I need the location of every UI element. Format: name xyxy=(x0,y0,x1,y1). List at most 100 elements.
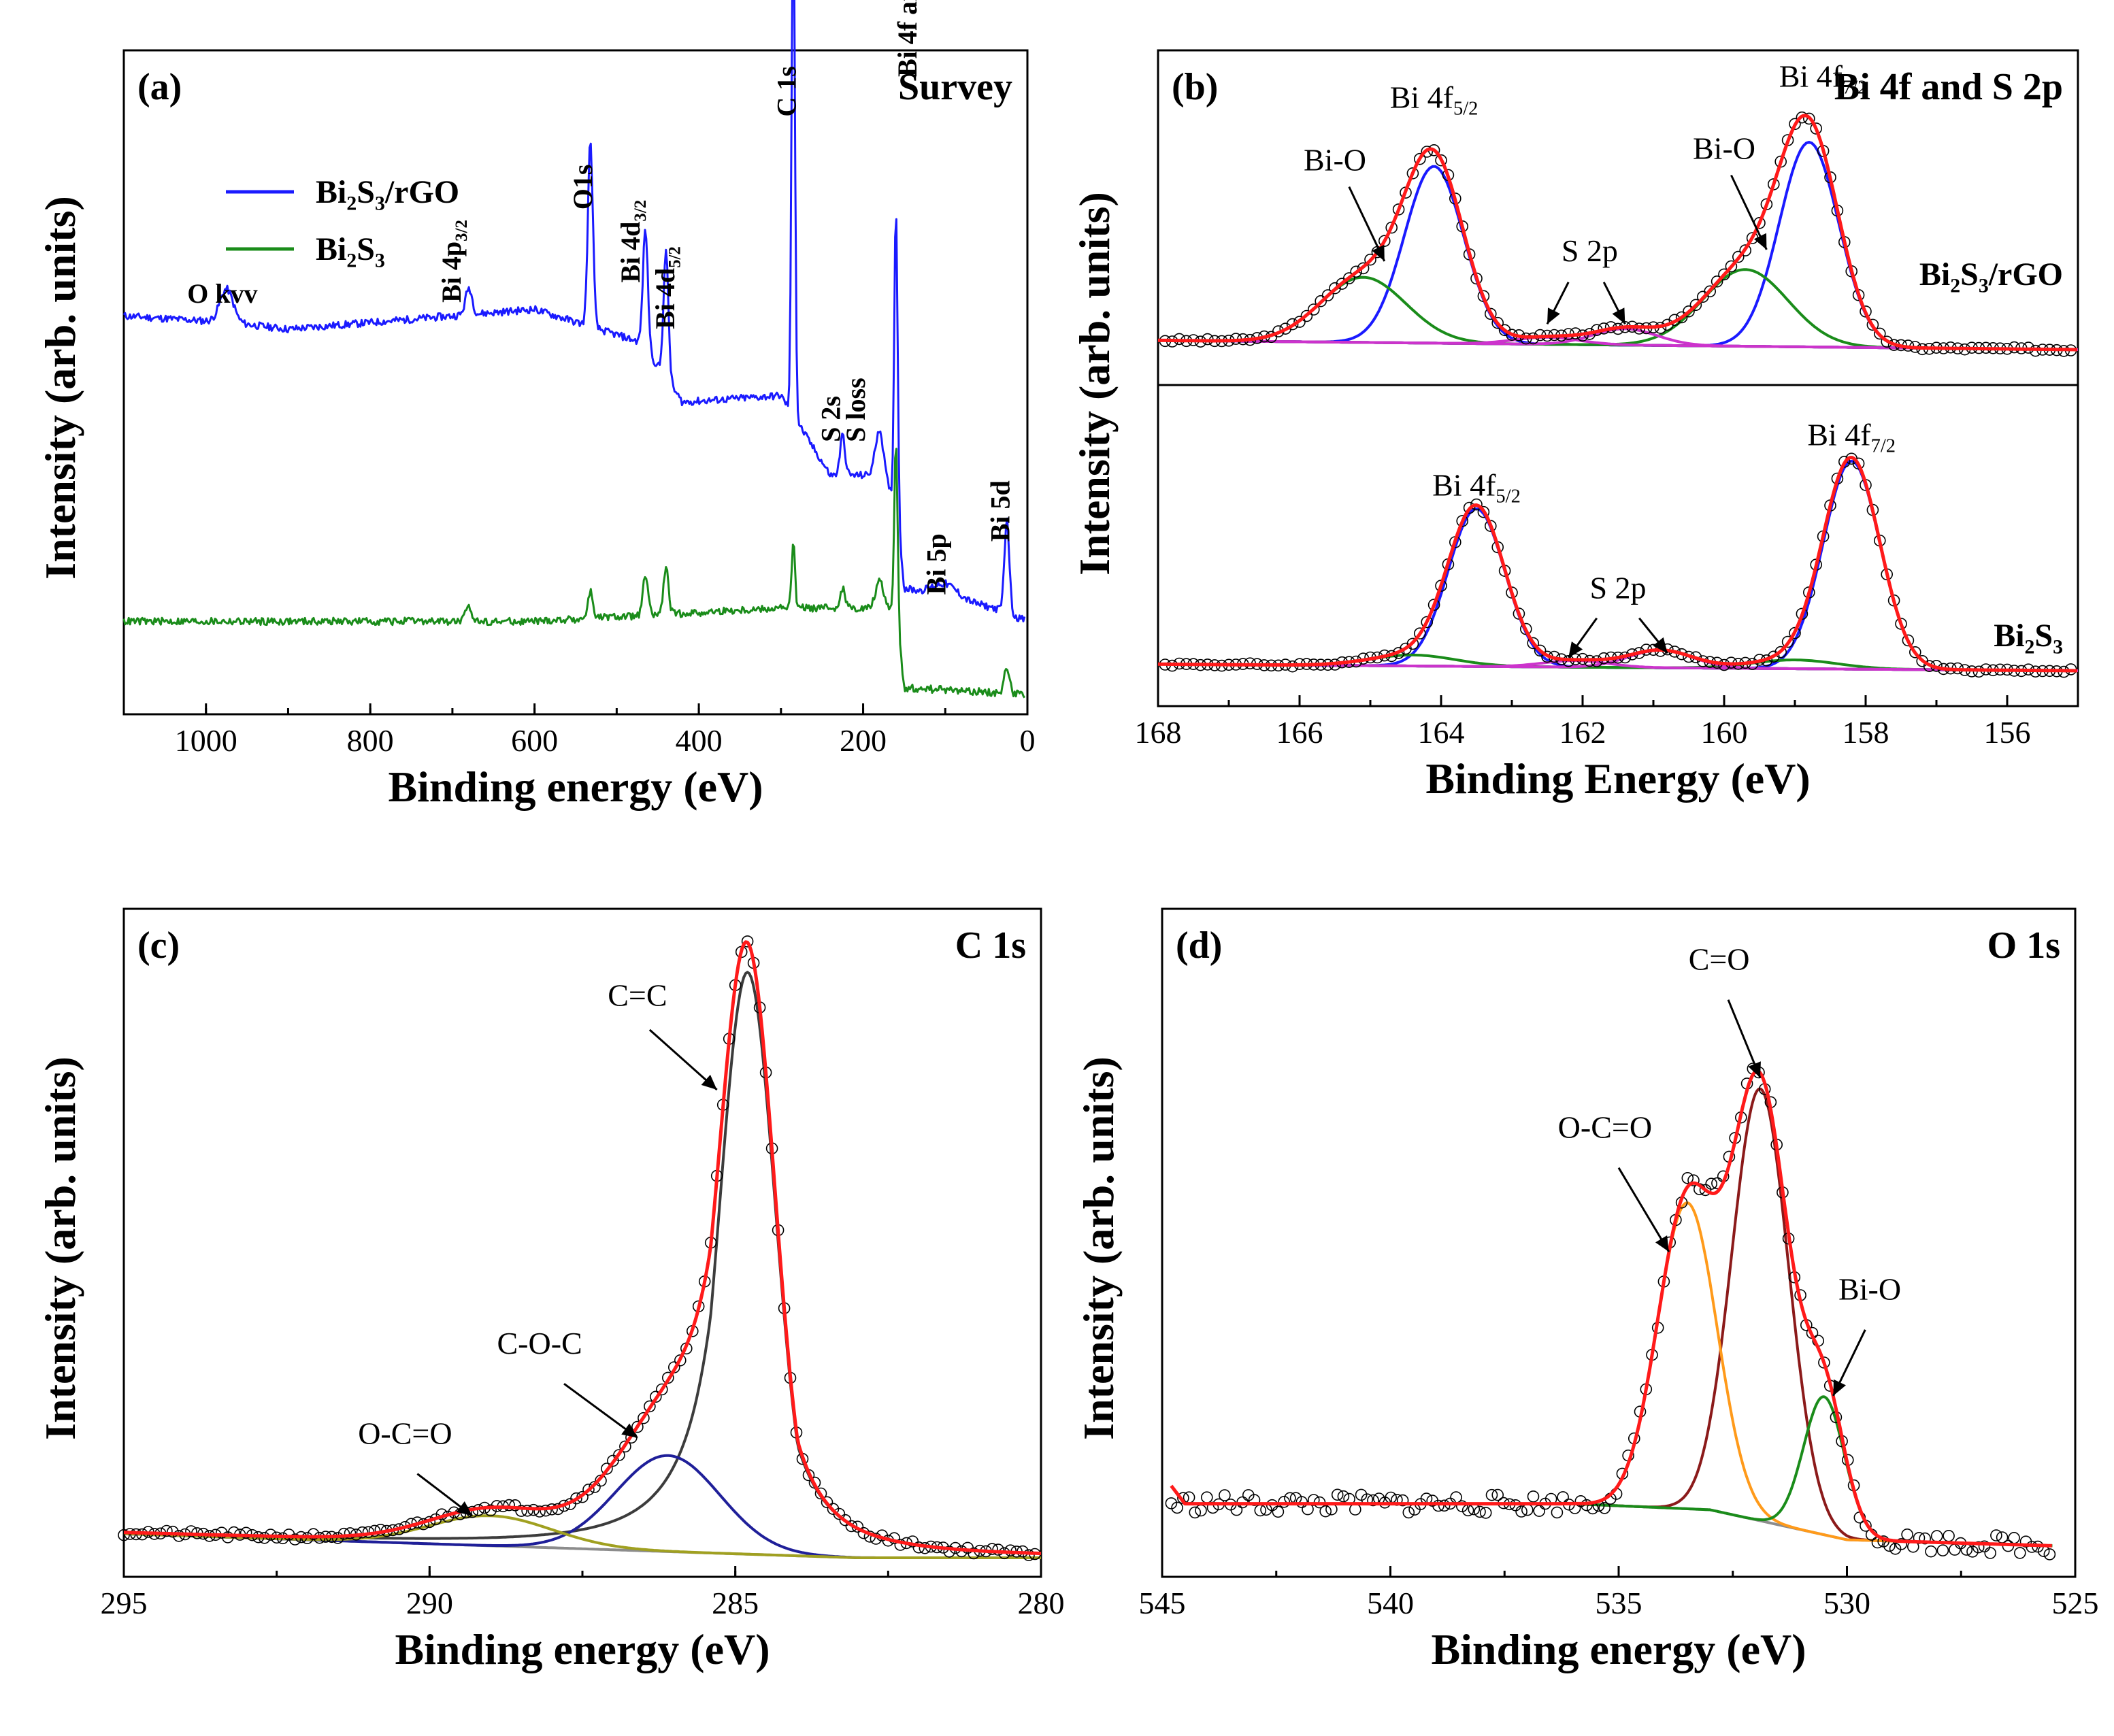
subscript: 7/2 xyxy=(1871,435,1896,456)
data-point xyxy=(1350,265,1362,278)
data-point xyxy=(185,1525,197,1537)
data-point xyxy=(992,1543,1004,1556)
panel-d-frame xyxy=(1161,907,2077,1578)
arrow-head xyxy=(1547,307,1560,324)
data-point xyxy=(337,1527,350,1540)
text-span: Bi 4p xyxy=(436,241,467,303)
arrow-head xyxy=(1612,307,1625,324)
peak-annotation: Bi 4d3/2 xyxy=(615,200,650,283)
data-point xyxy=(589,1481,601,1493)
data-point xyxy=(1960,1543,1973,1556)
peak-annotation: Bi 4f7/2 xyxy=(1807,417,1896,456)
arrow-head xyxy=(1833,1379,1846,1396)
data-point xyxy=(1768,650,1780,663)
data-point xyxy=(1513,607,1525,620)
text-span: S 2s xyxy=(816,396,846,442)
component-c-c xyxy=(124,971,1042,1555)
data-point xyxy=(613,1449,625,1461)
b-tick-label: 168 xyxy=(1135,715,1182,750)
data-point xyxy=(1527,637,1539,650)
panel-c: 295 290 285 280 C=C C-O-C O-C=O Binding energy … xyxy=(36,907,1065,1673)
data-point xyxy=(533,1505,546,1518)
b-tick-label: 162 xyxy=(1559,715,1606,750)
data-point xyxy=(1385,221,1398,234)
data-point xyxy=(1925,1545,1937,1558)
data-point xyxy=(1364,253,1376,266)
text-span: Bi 4f xyxy=(1390,80,1454,114)
data-point xyxy=(2014,1547,2026,1559)
data-point xyxy=(1195,1504,1207,1517)
data-point xyxy=(1329,282,1341,295)
arrow-head xyxy=(1655,1235,1669,1252)
data-point xyxy=(1491,316,1504,329)
y-axis-title: Intensity (arb. units) xyxy=(1074,1056,1123,1440)
peak-annotation: Bi 4f5/2 xyxy=(1432,467,1521,507)
data-point xyxy=(215,1526,228,1539)
text-span: Bi 5d xyxy=(985,480,1015,541)
arrow-head xyxy=(621,1423,638,1438)
c-tick-label: 290 xyxy=(406,1586,453,1620)
data-point xyxy=(276,1532,289,1545)
x-axis-title: Binding energy (eV) xyxy=(395,1625,770,1673)
text-span: S xyxy=(2034,618,2053,654)
subscript: 5/2 xyxy=(1496,486,1520,507)
data-point xyxy=(1687,1174,1700,1186)
d-tick-label: 530 xyxy=(1823,1586,1870,1620)
data-point xyxy=(1725,260,1738,273)
text-span: Bi-O xyxy=(1304,143,1366,178)
subscript: 2 xyxy=(346,250,357,272)
component-o-c-o xyxy=(123,1514,1041,1559)
data-point xyxy=(173,1530,185,1542)
data-point xyxy=(814,1487,827,1500)
data-point xyxy=(1438,1499,1451,1512)
panel-title: Bi 4f and S 2p xyxy=(1834,66,2063,108)
d-tick-label: 535 xyxy=(1596,1586,1642,1620)
panel-label: (b) xyxy=(1172,66,1218,108)
data-point xyxy=(1414,152,1426,165)
arrow-head xyxy=(1753,233,1767,250)
panel-b-frame xyxy=(1157,49,2079,707)
annotation-arrow xyxy=(648,1029,718,1091)
data-point xyxy=(2043,1548,2056,1560)
fit-envelope xyxy=(1157,456,2077,673)
data-point xyxy=(1165,1497,1178,1509)
data-point xyxy=(619,1440,631,1453)
data-point xyxy=(1023,1549,1035,1561)
data-point xyxy=(1866,318,1879,331)
data-point xyxy=(1990,1529,2002,1541)
data-point xyxy=(1319,1505,1332,1518)
subscript: 3 xyxy=(375,250,385,272)
text-span: S xyxy=(357,174,375,210)
data-point xyxy=(1972,1541,1985,1554)
data-point xyxy=(1421,146,1433,158)
text-span: Bi 4f xyxy=(1432,467,1496,502)
a-tick-label: 600 xyxy=(511,723,558,758)
data-point xyxy=(1219,1489,1231,1501)
fit-envelope xyxy=(1170,1069,2053,1548)
data-point xyxy=(1308,303,1320,316)
data-point xyxy=(1378,235,1391,248)
data-point xyxy=(1456,515,1468,527)
peak-annotation: C=O xyxy=(1689,942,1750,977)
data-point xyxy=(1357,262,1370,275)
data-point xyxy=(1432,1499,1444,1512)
data-point xyxy=(1557,1491,1569,1503)
text-span: S loss xyxy=(840,378,871,442)
data-point xyxy=(1789,118,1801,131)
a-tick-label: 1000 xyxy=(175,723,237,758)
text-span: S xyxy=(357,231,375,267)
peak-annotation: Bi 5d xyxy=(985,480,1015,541)
subscript: 2 xyxy=(346,193,357,215)
data-point xyxy=(1789,627,1801,639)
data-point xyxy=(521,1505,533,1517)
data-point xyxy=(968,1547,980,1560)
data-point xyxy=(484,1504,497,1517)
peak-annotation: C 1s xyxy=(772,66,802,116)
data-point xyxy=(540,1504,552,1517)
data-point xyxy=(655,1383,668,1396)
peak-annotation: Bi-O xyxy=(1304,143,1366,178)
data-point xyxy=(1909,646,1921,658)
data-point xyxy=(1705,1178,1717,1190)
